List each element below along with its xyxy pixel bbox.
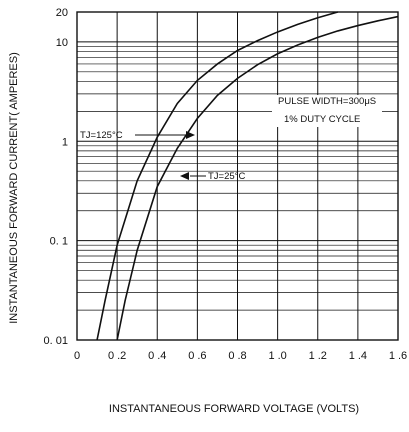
y-tick-label: 0. 1 xyxy=(50,236,68,248)
x-tick-label: 0 .6 xyxy=(188,350,206,362)
series-line-tj125 xyxy=(96,11,339,341)
x-tick-label: 1 .4 xyxy=(349,350,367,362)
series-line-tj25 xyxy=(116,15,399,341)
x-axis-ticks: 0 0 .2 0 .4 0 .6 0 .8 1 .0 1 .2 1 .4 1 .6 xyxy=(74,350,407,362)
y-tick-label: 1 xyxy=(62,136,68,148)
x-tick-label: 1 .0 xyxy=(268,350,286,362)
y-tick-label: 10 xyxy=(56,37,68,49)
annotation-pulse-width: PULSE WIDTH=300μS xyxy=(278,96,376,107)
y-tick-label: 20 xyxy=(56,7,68,19)
x-tick-label: 0 .8 xyxy=(228,350,246,362)
annotation-tj125: TJ=125°C xyxy=(80,130,123,141)
y-axis-ticks: 20 10 1 0. 1 0. 01 xyxy=(44,7,68,347)
annotation-tj25: TJ=25°C xyxy=(208,171,245,182)
x-axis-label: INSTANTANEOUS FORWARD VOLTAGE (VOLTS) xyxy=(109,403,359,415)
arrow-tj125-head xyxy=(186,131,195,139)
chart-annotations: TJ=125°C TJ=25°C PULSE WIDTH=300μS 1% DU… xyxy=(80,95,382,182)
x-tick-label: 0 .4 xyxy=(148,350,166,362)
y-tick-label: 0. 01 xyxy=(44,335,68,347)
y-axis-label: INSTANTANEOUS FORWARD CURRENT( AMPERES) xyxy=(8,52,20,324)
pulse-note-background xyxy=(272,95,382,127)
plot-frame xyxy=(76,11,399,341)
x-tick-label: 0 xyxy=(74,350,80,362)
chart-curves xyxy=(96,11,399,341)
x-tick-label: 1 .2 xyxy=(309,350,327,362)
annotation-duty-cycle: 1% DUTY CYCLE xyxy=(284,114,360,125)
x-tick-label: 0 .2 xyxy=(108,350,126,362)
x-tick-label: 1 .6 xyxy=(389,350,407,362)
arrow-tj25-head xyxy=(180,172,189,180)
